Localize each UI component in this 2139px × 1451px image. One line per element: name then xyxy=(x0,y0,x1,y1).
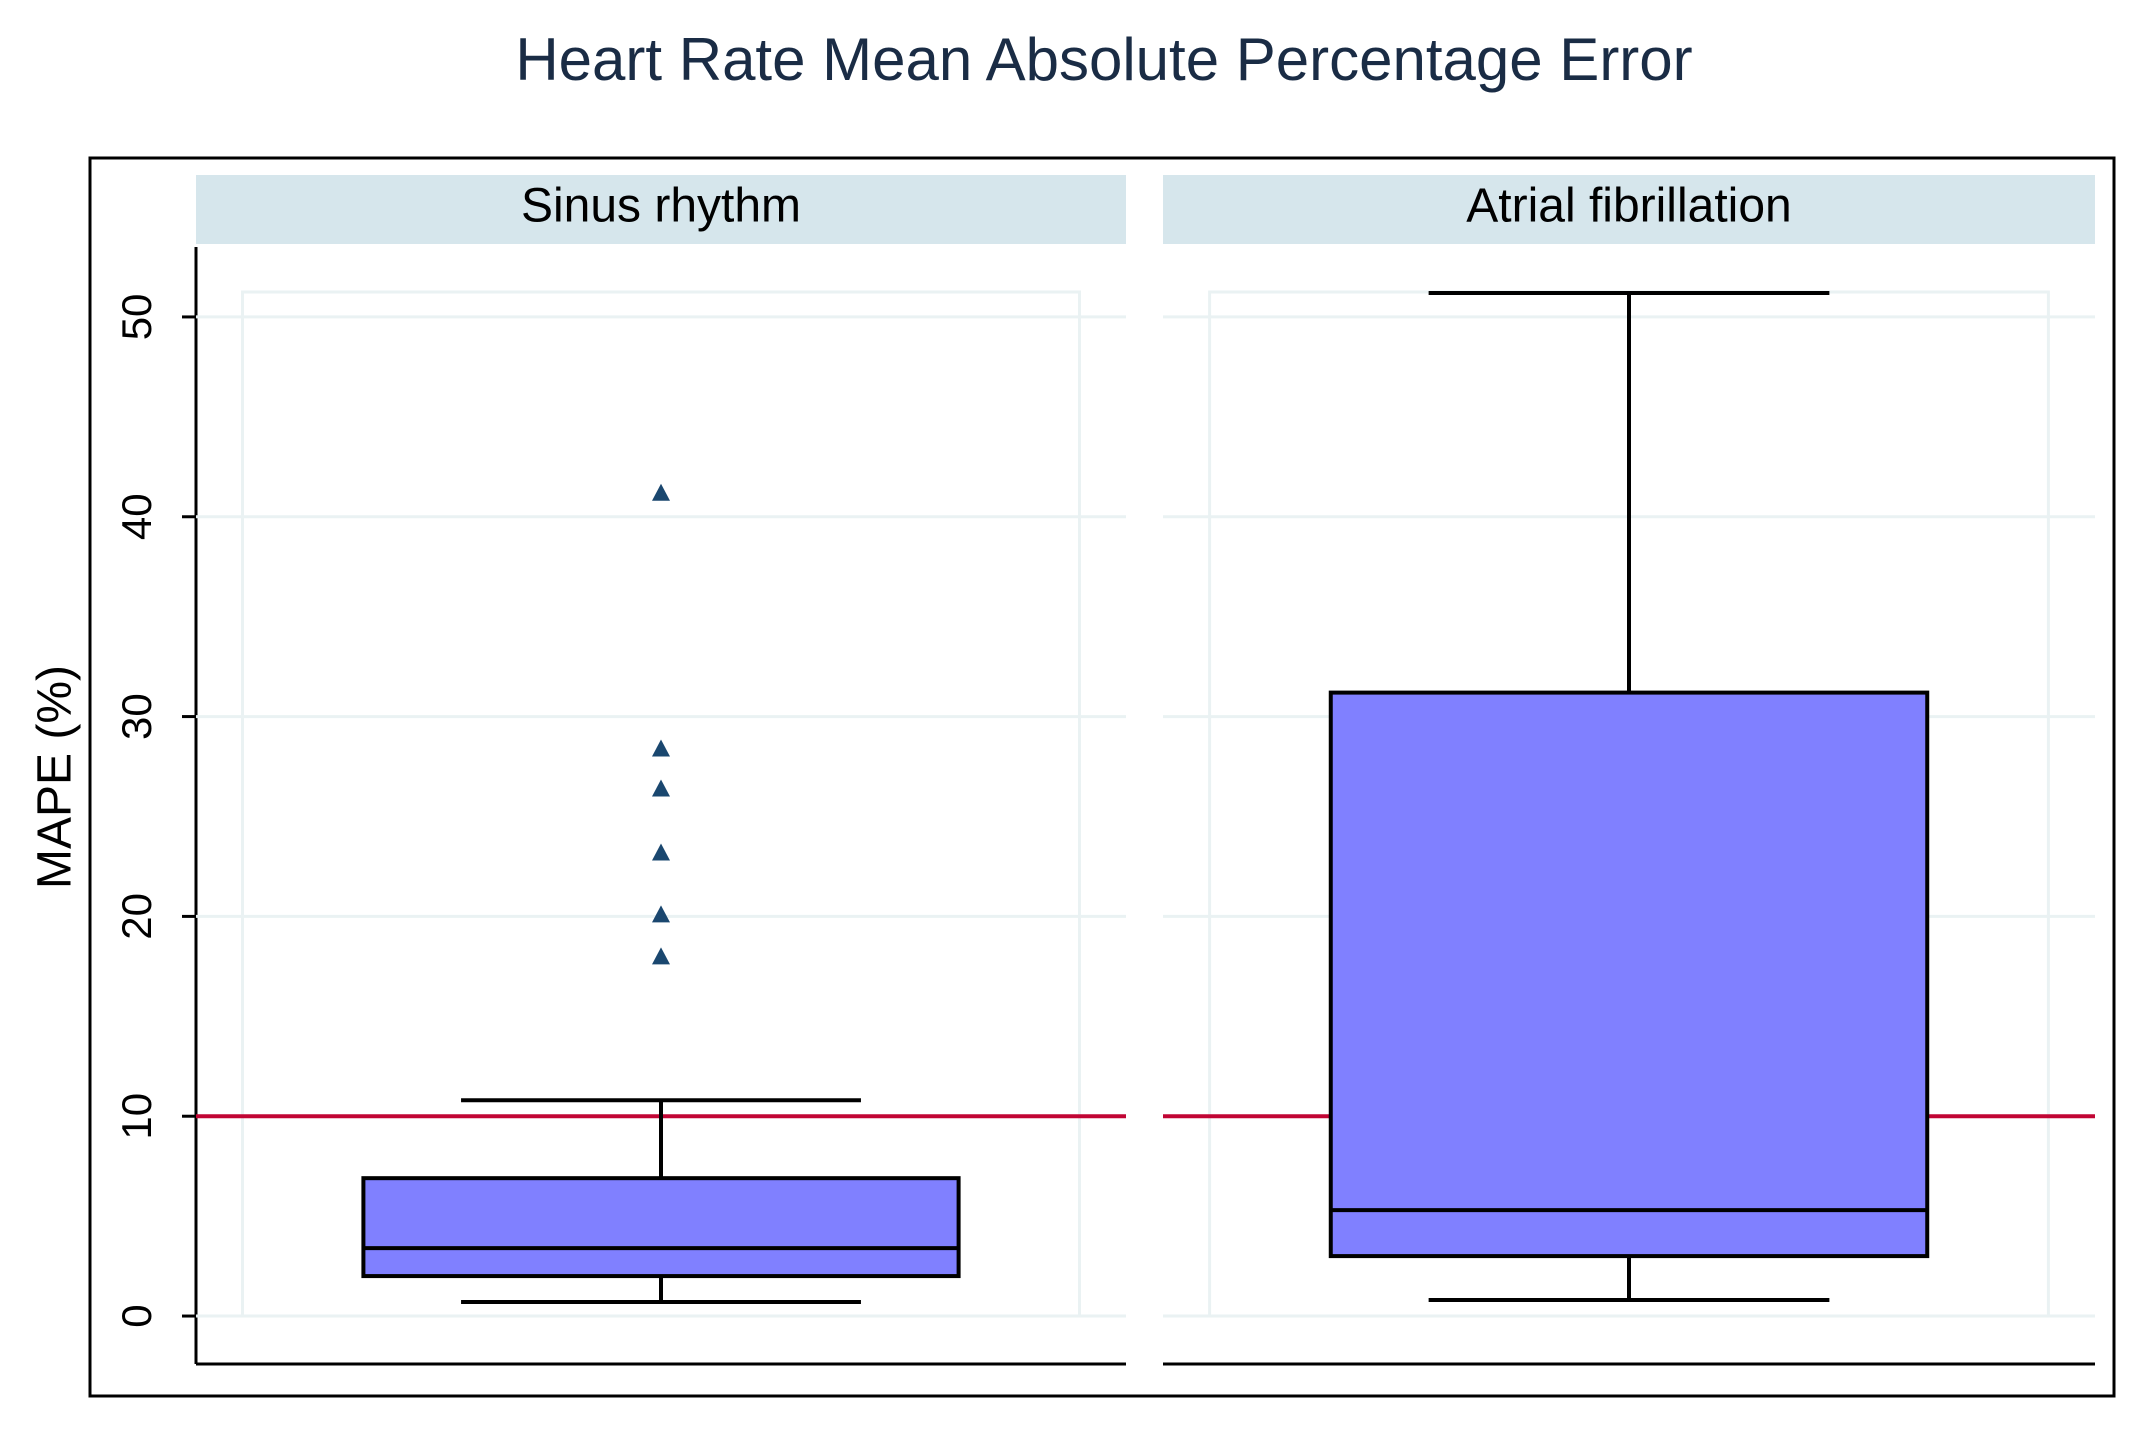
outlier xyxy=(652,947,670,965)
y-tick-label: 40 xyxy=(113,493,160,540)
outlier xyxy=(652,483,670,501)
y-tick-label: 20 xyxy=(113,893,160,940)
box xyxy=(361,1176,961,1279)
y-tick-label: 10 xyxy=(113,1093,160,1140)
y-tick-label: 30 xyxy=(113,693,160,740)
chart-title: Heart Rate Mean Absolute Percentage Erro… xyxy=(515,26,1692,93)
outer-frame xyxy=(88,156,2116,1398)
box xyxy=(1328,690,1930,1259)
outlier xyxy=(652,843,670,861)
panel-title: Sinus rhythm xyxy=(521,180,801,233)
outlier xyxy=(652,739,670,757)
panel-strip xyxy=(196,175,1126,244)
panel-title: Atrial fibrillation xyxy=(1466,180,1791,233)
panel-strip xyxy=(1163,175,2095,244)
y-axis-label: MAPE (%) xyxy=(29,665,82,889)
y-tick-label: 50 xyxy=(113,294,160,341)
plot-region xyxy=(241,290,1081,1318)
y-tick-label: 0 xyxy=(113,1304,160,1327)
outlier xyxy=(652,905,670,923)
outlier xyxy=(652,779,670,797)
